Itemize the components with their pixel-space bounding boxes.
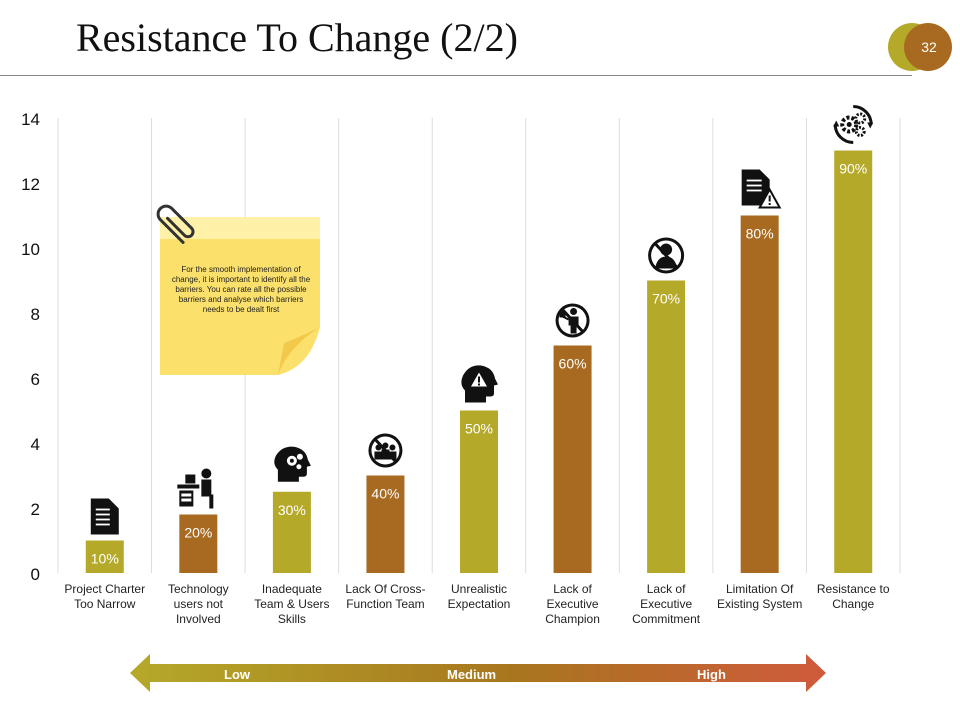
no-presenter-icon [555, 303, 590, 338]
data-label: 70% [652, 291, 680, 307]
page-number: 32 [921, 39, 937, 55]
data-label: 50% [465, 421, 493, 437]
bar-1 [85, 540, 124, 573]
y-tick-label: 12 [21, 175, 40, 194]
bar-7 [647, 280, 686, 573]
document-warning-icon [741, 169, 782, 209]
scale-label-medium: Medium [447, 667, 497, 682]
bar-8 [740, 215, 779, 573]
y-tick-label: 10 [21, 240, 40, 259]
bar-6 [553, 345, 592, 573]
gears-cycle-icon [833, 105, 874, 144]
y-tick-label: 0 [31, 565, 40, 584]
head-gears-icon [274, 446, 311, 482]
data-label: 90% [839, 161, 867, 177]
head-warning-icon [461, 365, 498, 403]
data-label: 20% [184, 525, 212, 541]
data-label: 30% [278, 502, 306, 518]
category-label: Technology users not Involved [167, 582, 229, 626]
note-text: For the smooth implementation of change,… [171, 265, 311, 314]
y-tick-label: 2 [31, 500, 40, 519]
severity-scale-arrow [130, 654, 826, 692]
bar-2 [179, 514, 218, 573]
paperclip-icon [156, 204, 195, 244]
document-icon [90, 498, 119, 535]
bar-3 [272, 491, 311, 573]
data-label: 10% [91, 551, 119, 567]
category-label: Limitation Of Existing System [716, 582, 803, 611]
no-person-icon [648, 237, 685, 274]
bar-9 [834, 150, 873, 573]
bar-4 [366, 475, 405, 573]
category-label: Project Charter Too Narrow [64, 582, 146, 611]
category-label: Inadequate Team & Users Skills [254, 582, 330, 626]
sticky-note [160, 217, 320, 375]
category-label: Lack of Executive Champion [545, 582, 600, 626]
data-label: 60% [559, 356, 587, 372]
title-divider [0, 75, 912, 76]
data-label: 40% [371, 486, 399, 502]
bar-5 [460, 410, 498, 573]
slide-title: Resistance To Change (2/2) [76, 15, 518, 60]
y-tick-label: 8 [31, 305, 40, 324]
scale-label-high: High [697, 667, 726, 682]
page-badge [888, 23, 952, 71]
category-label: Resistance to Change [816, 582, 890, 611]
scale-label-low: Low [224, 667, 250, 682]
no-team-icon [368, 433, 403, 468]
category-label: Lack of Executive Commitment [632, 582, 701, 626]
y-tick-label: 14 [21, 110, 40, 129]
category-label: Lack Of Cross-Function Team [345, 582, 426, 611]
category-label: Unrealistic Expectation [447, 582, 511, 611]
y-tick-label: 4 [31, 435, 40, 454]
desk-worker-icon [177, 468, 214, 509]
y-tick-label: 6 [31, 370, 40, 389]
data-label: 80% [746, 226, 774, 242]
